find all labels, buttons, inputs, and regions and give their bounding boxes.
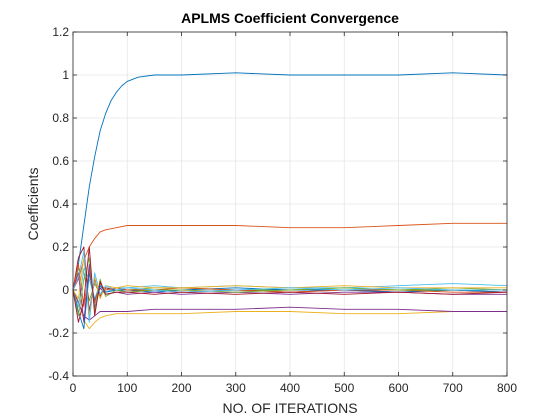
- x-tick-label: 0: [70, 381, 77, 395]
- x-tick-label: 500: [334, 381, 354, 395]
- chart-title: APLMS Coefficient Convergence: [181, 10, 399, 26]
- x-tick-label: 600: [388, 381, 408, 395]
- x-tick-label: 200: [171, 381, 191, 395]
- x-tick-label: 400: [280, 381, 300, 395]
- x-axis-label: NO. OF ITERATIONS: [222, 400, 357, 416]
- y-tick-label: -0.2: [48, 326, 69, 340]
- y-tick-label: 0.6: [52, 154, 69, 168]
- y-axis-label: Coefficients: [25, 168, 41, 241]
- y-tick-label: 0.8: [52, 111, 69, 125]
- y-tick-label: -0.4: [48, 369, 69, 383]
- x-tick-label: 100: [117, 381, 137, 395]
- y-tick-label: 0.2: [52, 240, 69, 254]
- x-tick-label: 800: [497, 381, 517, 395]
- y-tick-label: 0.4: [52, 197, 69, 211]
- y-tick-label: 1: [62, 68, 69, 82]
- x-tick-label: 700: [443, 381, 463, 395]
- x-tick-label: 300: [226, 381, 246, 395]
- y-tick-label: 1.2: [52, 25, 69, 39]
- y-tick-label: 0: [62, 283, 69, 297]
